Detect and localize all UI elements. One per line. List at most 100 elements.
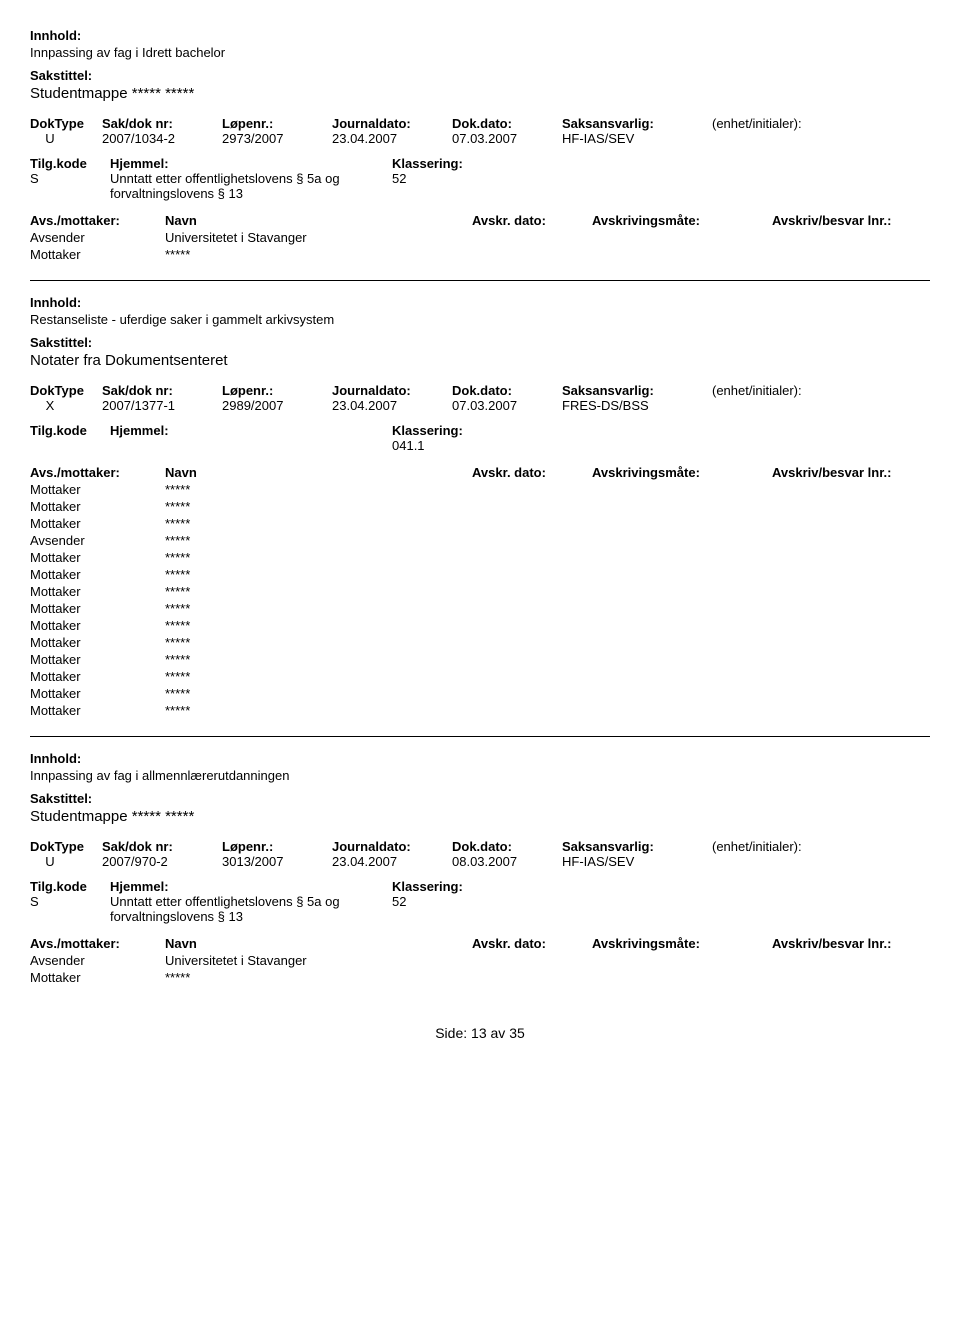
- sakstittel-value: Studentmappe ***** *****: [30, 808, 930, 825]
- party-row: Mottaker *****: [30, 686, 930, 701]
- sakdoknr-header: Sak/dok nr:: [102, 383, 222, 398]
- party-name: *****: [165, 516, 930, 531]
- party-row: Mottaker *****: [30, 584, 930, 599]
- doktype-header: DokType: [30, 383, 102, 398]
- enhet-value: [712, 131, 892, 146]
- sakstittel-label: Sakstittel:: [30, 335, 930, 350]
- party-name: *****: [165, 550, 930, 565]
- party-role: Mottaker: [30, 970, 165, 985]
- doktype-header: DokType: [30, 839, 102, 854]
- party-role: Mottaker: [30, 686, 165, 701]
- tilgkode-value: S: [30, 894, 110, 924]
- party-row: Mottaker *****: [30, 618, 930, 633]
- avskrivmaate-header: Avskrivingsmåte:: [592, 936, 772, 951]
- avskrivlnr-header: Avskriv/besvar lnr.:: [772, 465, 930, 480]
- hjemmel-header: Hjemmel:: [110, 879, 169, 894]
- party-row: Mottaker *****: [30, 567, 930, 582]
- party-name: *****: [165, 686, 930, 701]
- journaldato-value: 23.04.2007: [332, 854, 452, 869]
- sakstittel-label: Sakstittel:: [30, 68, 930, 83]
- party-name: *****: [165, 482, 930, 497]
- side-label: Side:: [435, 1025, 467, 1041]
- avskrivlnr-header: Avskriv/besvar lnr.:: [772, 213, 930, 228]
- innhold-value: Innpassing av fag i Idrett bachelor: [30, 45, 930, 60]
- party-row: Avsender Universitetet i Stavanger: [30, 230, 930, 245]
- sakdoknr-value: 2007/1034-2: [102, 131, 222, 146]
- lopenr-header: Løpenr.:: [222, 383, 332, 398]
- doktype-value: U: [30, 131, 70, 146]
- sakdoknr-value: 2007/970-2: [102, 854, 222, 869]
- avskrivlnr-header: Avskriv/besvar lnr.:: [772, 936, 930, 951]
- dokdato-header: Dok.dato:: [452, 116, 562, 131]
- klassering-value: 52: [392, 894, 930, 909]
- avskrdato-header: Avskr. dato:: [472, 465, 592, 480]
- journal-entry: Innhold: Innpassing av fag i Idrett bach…: [30, 28, 930, 262]
- sakstittel-value: Notater fra Dokumentsenteret: [30, 352, 930, 369]
- party-role: Mottaker: [30, 635, 165, 650]
- klassering-value: 041.1: [392, 438, 930, 453]
- avskrivmaate-header: Avskrivingsmåte:: [592, 213, 772, 228]
- saksansvarlig-header: Saksansvarlig:: [562, 839, 712, 854]
- klassering-header: Klassering:: [392, 879, 930, 894]
- navn-header: Navn: [165, 465, 472, 480]
- party-row: Mottaker *****: [30, 499, 930, 514]
- party-name: *****: [165, 652, 930, 667]
- avsmottaker-header: Avs./mottaker:: [30, 936, 165, 951]
- party-role: Mottaker: [30, 516, 165, 531]
- saksansvarlig-header: Saksansvarlig:: [562, 116, 712, 131]
- party-role: Mottaker: [30, 703, 165, 718]
- tilgkode-value: S: [30, 171, 110, 201]
- innhold-label: Innhold:: [30, 28, 930, 43]
- party-row: Mottaker *****: [30, 703, 930, 718]
- party-row: Mottaker *****: [30, 669, 930, 684]
- page-av: av: [491, 1025, 506, 1041]
- avskrivmaate-header: Avskrivingsmåte:: [592, 465, 772, 480]
- doktype-value: X: [30, 398, 70, 413]
- party-name: *****: [165, 618, 930, 633]
- saksansvarlig-header: Saksansvarlig:: [562, 383, 712, 398]
- sakdoknr-header: Sak/dok nr:: [102, 839, 222, 854]
- saksansvarlig-value: HF-IAS/SEV: [562, 131, 712, 146]
- sakdoknr-value: 2007/1377-1: [102, 398, 222, 413]
- innhold-value: Innpassing av fag i allmennlærerutdannin…: [30, 768, 930, 783]
- hjemmel-header: Hjemmel:: [110, 156, 169, 171]
- avsmottaker-header: Avs./mottaker:: [30, 213, 165, 228]
- tilgkode-header: Tilg.kode: [30, 423, 110, 438]
- journaldato-header: Journaldato:: [332, 383, 452, 398]
- journaldato-header: Journaldato:: [332, 116, 452, 131]
- party-row: Avsender *****: [30, 533, 930, 548]
- avsmottaker-header: Avs./mottaker:: [30, 465, 165, 480]
- party-row: Mottaker *****: [30, 652, 930, 667]
- lopenr-value: 3013/2007: [222, 854, 332, 869]
- party-role: Mottaker: [30, 669, 165, 684]
- party-name: *****: [165, 703, 930, 718]
- doktype-value: U: [30, 854, 70, 869]
- party-row: Avsender Universitetet i Stavanger: [30, 953, 930, 968]
- dokdato-value: 07.03.2007: [452, 398, 562, 413]
- doktype-header: DokType: [30, 116, 102, 131]
- enhet-header: (enhet/initialer):: [712, 383, 892, 398]
- journal-entry: Innhold: Innpassing av fag i allmennlære…: [30, 751, 930, 985]
- party-role: Mottaker: [30, 482, 165, 497]
- party-role: Avsender: [30, 230, 165, 245]
- party-role: Avsender: [30, 953, 165, 968]
- party-name: Universitetet i Stavanger: [165, 230, 930, 245]
- navn-header: Navn: [165, 213, 472, 228]
- party-role: Mottaker: [30, 601, 165, 616]
- party-row: Mottaker *****: [30, 635, 930, 650]
- party-role: Mottaker: [30, 584, 165, 599]
- party-name: *****: [165, 247, 930, 262]
- party-name: *****: [165, 533, 930, 548]
- avskrdato-header: Avskr. dato:: [472, 936, 592, 951]
- party-name: *****: [165, 669, 930, 684]
- dokdato-value: 07.03.2007: [452, 131, 562, 146]
- lopenr-header: Løpenr.:: [222, 116, 332, 131]
- party-name: *****: [165, 970, 930, 985]
- hjemmel-value: Unntatt etter offentlighetslovens § 5a o…: [110, 171, 390, 201]
- saksansvarlig-value: HF-IAS/SEV: [562, 854, 712, 869]
- hjemmel-header: Hjemmel:: [110, 423, 169, 438]
- party-row: Mottaker *****: [30, 516, 930, 531]
- dokdato-header: Dok.dato:: [452, 839, 562, 854]
- party-role: Mottaker: [30, 652, 165, 667]
- journaldato-value: 23.04.2007: [332, 398, 452, 413]
